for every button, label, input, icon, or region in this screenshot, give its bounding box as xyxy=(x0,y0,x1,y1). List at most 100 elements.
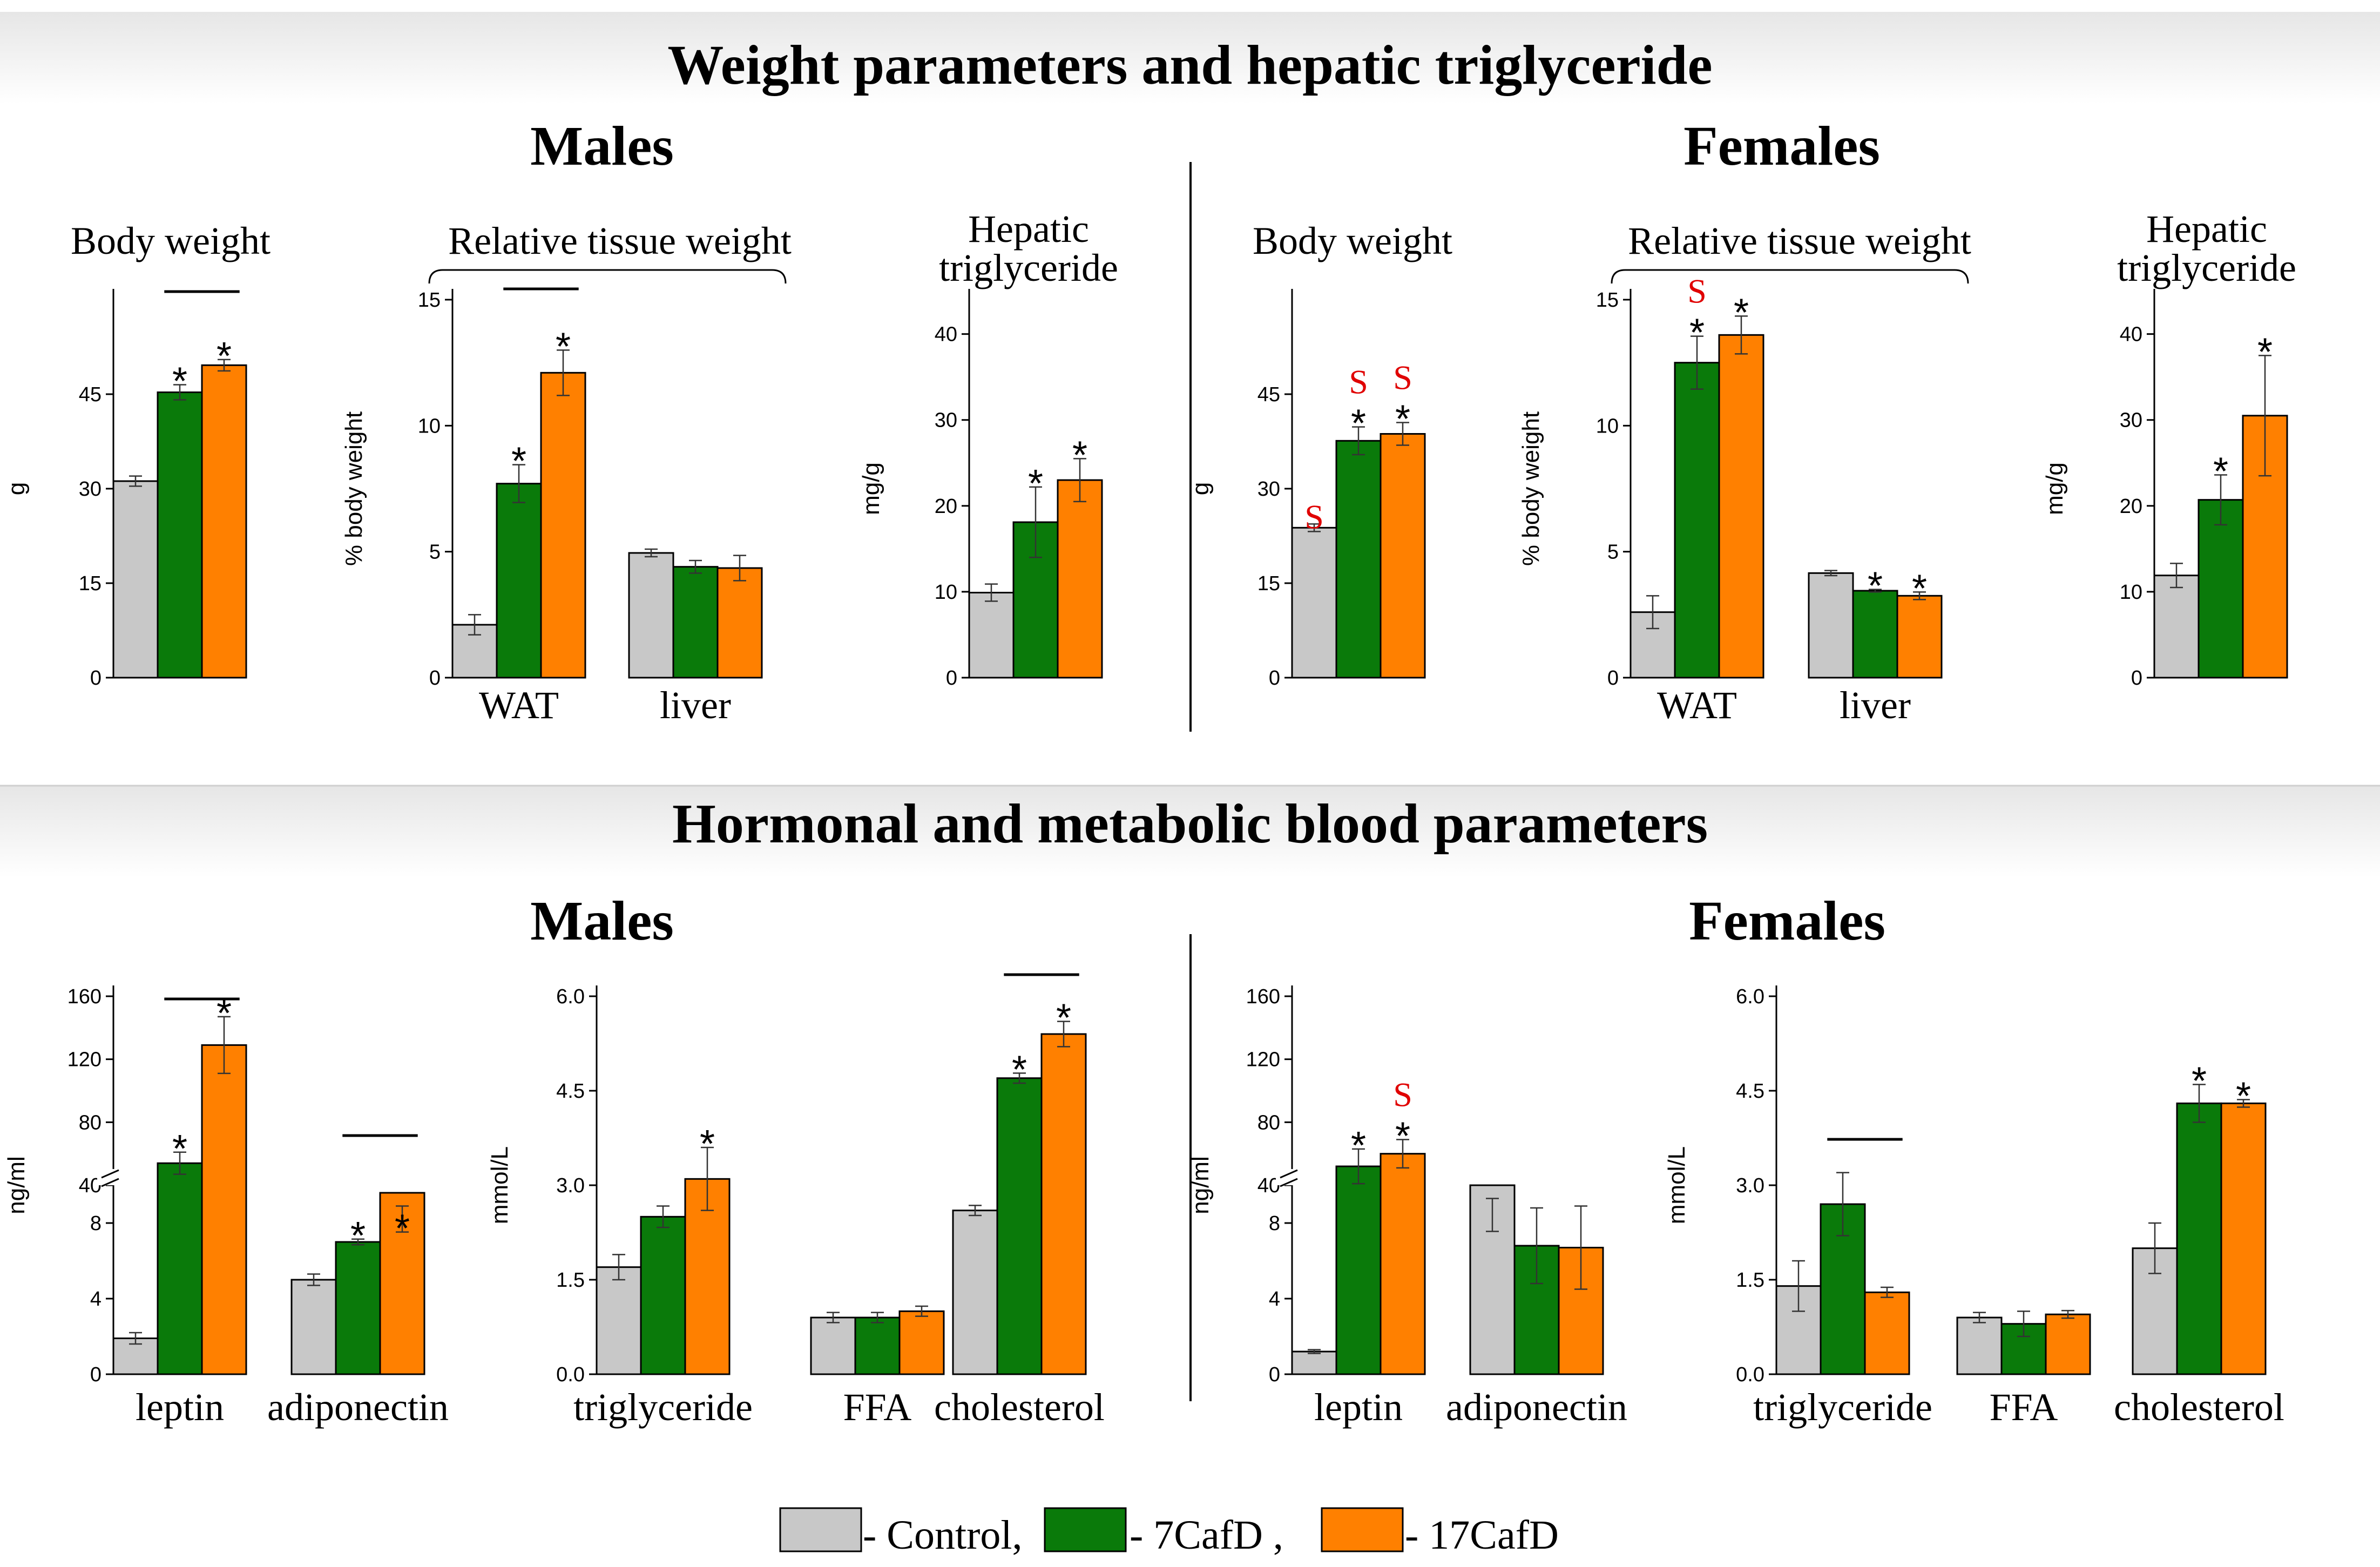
significance-star: * xyxy=(1689,312,1705,355)
section-band-top xyxy=(0,12,2380,104)
significance-star: * xyxy=(1734,291,1749,334)
chart-panel-1: 0 5 10 15 % body weight * * WAT liver xyxy=(341,289,763,727)
axis-break-mark xyxy=(1280,1178,1298,1187)
brace-female-tissue xyxy=(1611,269,1969,284)
bar-7cafd xyxy=(640,1215,686,1375)
y-tick-label: 10 xyxy=(1596,415,1619,437)
males-title-top: Males xyxy=(530,115,674,177)
bar-7cafd xyxy=(1674,362,1720,679)
y-tick-label: 15 xyxy=(418,289,441,312)
category-label: leptin xyxy=(1314,1386,1403,1429)
category-label: triglyceride xyxy=(573,1386,753,1429)
y-tick-label: 15 xyxy=(79,572,102,595)
males-title-bottom: Males xyxy=(530,890,674,952)
bar-control xyxy=(1291,1350,1337,1375)
legend-swatch-control xyxy=(779,1507,862,1552)
significance-star: * xyxy=(172,360,187,403)
significance-s: S xyxy=(1687,272,1707,310)
significance-star: * xyxy=(1072,434,1087,477)
y-axis-label: mmol/L xyxy=(486,1146,513,1224)
panel-title-female-body: Body weight xyxy=(1253,219,1452,262)
category-label: triglyceride xyxy=(1753,1386,1932,1429)
significance-star: * xyxy=(1351,1124,1366,1167)
chart-panel-9: 0.0 1.5 3.0 4.5 6.0 mmol/L triglyceride FFA * * ch… xyxy=(1664,985,2284,1429)
significance-star: * xyxy=(700,1123,715,1166)
y-tick-label: 30 xyxy=(935,409,957,432)
y-tick-label: 0 xyxy=(1269,667,1280,690)
bar-17cafd xyxy=(1057,479,1103,679)
y-tick-label: 1.5 xyxy=(556,1269,585,1292)
significance-s: S xyxy=(1393,359,1412,397)
significance-star: * xyxy=(395,1207,410,1251)
females-title-top: Females xyxy=(1683,115,1880,177)
y-axis-label: mg/g xyxy=(858,462,884,515)
significance-star: * xyxy=(2192,1059,2207,1103)
significance-star: * xyxy=(1912,567,1927,610)
significance-star: * xyxy=(350,1214,366,1258)
bar-17cafd xyxy=(1896,595,1943,679)
bar-7cafd xyxy=(2176,1102,2222,1375)
bar-7cafd xyxy=(854,1316,901,1375)
bar-7cafd xyxy=(1335,440,1382,679)
bar-17cafd xyxy=(1718,334,1764,679)
y-tick-label: 0 xyxy=(90,1363,102,1386)
y-tick-label: 6.0 xyxy=(556,985,585,1008)
panel-title-male-hepatic-1: Hepatic xyxy=(968,207,1089,251)
y-tick-label: 4.5 xyxy=(556,1080,585,1103)
significance-star: * xyxy=(217,335,232,378)
y-tick-label: 0 xyxy=(90,667,102,690)
y-tick-label: 40 xyxy=(935,323,957,346)
bar-17cafd xyxy=(716,567,763,679)
bar-17cafd xyxy=(201,364,247,679)
females-title-bottom: Females xyxy=(1689,890,1885,952)
significance-star: * xyxy=(1395,1115,1410,1158)
significance-star: * xyxy=(1056,997,1071,1040)
legend-swatch-17cafd xyxy=(1321,1507,1404,1552)
bar-7cafd xyxy=(2198,499,2244,679)
bar-7cafd xyxy=(496,483,542,679)
y-tick-label: 4 xyxy=(1269,1288,1280,1311)
y-tick-label: 80 xyxy=(79,1111,102,1134)
y-tick-label: 4 xyxy=(90,1288,102,1311)
significance-star: * xyxy=(1012,1048,1027,1091)
bar-17cafd xyxy=(1380,1153,1426,1375)
y-tick-label: 120 xyxy=(1246,1049,1280,1071)
y-axis-label: % body weight xyxy=(341,411,367,566)
y-axis-label: ng/ml xyxy=(3,1156,30,1214)
bar-control xyxy=(628,552,674,679)
significance-star: * xyxy=(1028,462,1043,505)
axis-break-mark xyxy=(101,1178,119,1187)
category-label: FFA xyxy=(1990,1386,2058,1429)
chart-panel-5: 0 10 20 30 40 mg/g * * xyxy=(2041,289,2288,690)
chart-panel-0: 0 15 30 45 g * * xyxy=(3,289,247,690)
bar-17cafd xyxy=(1864,1291,1910,1375)
y-tick-label: 45 xyxy=(1257,383,1280,406)
bar-control xyxy=(2153,575,2200,679)
bar-17cafd xyxy=(684,1178,731,1375)
bar-control xyxy=(968,592,1015,679)
bar-control xyxy=(952,1210,998,1375)
y-tick-label: 3.0 xyxy=(556,1174,585,1197)
y-tick-label: 80 xyxy=(1257,1111,1280,1134)
legend-label-control: - Control, xyxy=(863,1512,1023,1558)
panel-title-male-hepatic-2: triglyceride xyxy=(939,246,1118,289)
significance-star: * xyxy=(2257,330,2273,374)
category-label: cholesterol xyxy=(934,1386,1105,1429)
y-tick-label: 6.0 xyxy=(1736,985,1764,1008)
y-axis-label: mg/g xyxy=(2041,462,2068,515)
category-label: adiponectin xyxy=(267,1386,449,1429)
significance-star: * xyxy=(2213,450,2228,494)
category-label: liver xyxy=(660,684,731,727)
y-tick-label: 3.0 xyxy=(1736,1174,1764,1197)
y-tick-label: 8 xyxy=(1269,1212,1280,1235)
bar-control xyxy=(1291,526,1337,679)
category-label: adiponectin xyxy=(1446,1386,1627,1429)
y-axis-label: % body weight xyxy=(1518,411,1544,566)
legend-label-7cafd: - 7CafD , xyxy=(1130,1512,1283,1558)
bar-control xyxy=(1956,1316,2003,1375)
panel-title-female-hepatic-1: Hepatic xyxy=(2146,207,2267,251)
y-axis-label: mmol/L xyxy=(1664,1146,1690,1224)
